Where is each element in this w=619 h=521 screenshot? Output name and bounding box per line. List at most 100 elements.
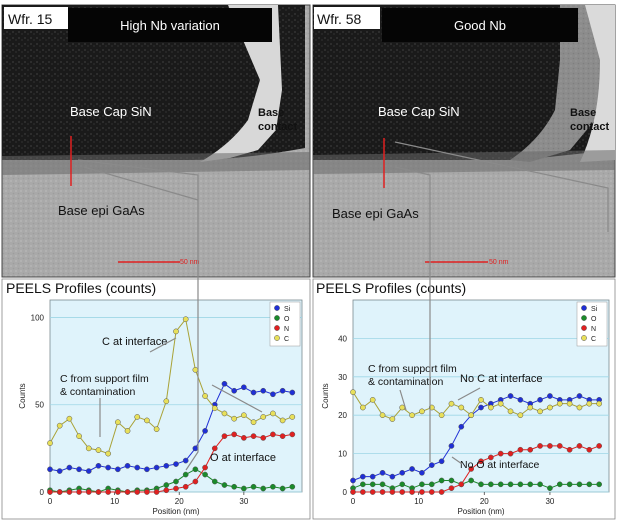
data-point-Si xyxy=(438,458,445,465)
data-point-O xyxy=(517,481,524,488)
data-point-N xyxy=(270,431,276,438)
data-point-C xyxy=(497,400,504,407)
data-point-N xyxy=(379,489,386,495)
data-point-C xyxy=(134,414,141,420)
data-point-N xyxy=(289,431,296,438)
legend-marker-O xyxy=(581,315,587,321)
right-title: Good Nb xyxy=(454,18,506,33)
data-point-N xyxy=(409,489,415,495)
data-point-O xyxy=(359,481,366,488)
data-point-N xyxy=(76,489,82,495)
data-point-Si xyxy=(419,469,425,476)
data-point-C xyxy=(419,408,425,415)
data-point-N xyxy=(478,458,484,465)
data-point-Si xyxy=(260,387,267,394)
right-callout-support-1: C from support film xyxy=(368,363,457,375)
right-callout-no-o: No O at interface xyxy=(460,459,540,471)
data-point-Si xyxy=(173,461,179,467)
left-plot-title: PEELS Profiles (counts) xyxy=(6,280,156,296)
left-base-cap-label: Base Cap SiN xyxy=(70,104,152,119)
data-point-C xyxy=(389,416,396,422)
data-point-O xyxy=(369,481,376,488)
data-point-C xyxy=(76,433,82,439)
data-point-O xyxy=(182,471,189,478)
data-point-Si xyxy=(517,396,524,403)
data-point-C xyxy=(95,447,102,453)
left-callout-o-interface: O at interface xyxy=(210,452,276,464)
data-point-O xyxy=(240,485,247,492)
data-point-Si xyxy=(576,393,583,399)
data-point-C xyxy=(487,404,494,411)
data-point-Si xyxy=(250,389,257,396)
x-tick-label: 0 xyxy=(48,497,53,506)
y-tick-label: 30 xyxy=(338,373,347,382)
data-point-Si xyxy=(350,477,356,484)
data-point-C xyxy=(596,400,603,407)
right-wafer-box xyxy=(314,7,380,29)
data-point-O xyxy=(497,481,504,488)
data-point-C xyxy=(289,414,296,420)
data-point-O xyxy=(448,477,455,484)
data-point-N xyxy=(576,443,583,449)
y-axis-label: Counts xyxy=(18,383,27,408)
data-point-N xyxy=(221,433,228,439)
data-point-N xyxy=(428,489,435,495)
data-point-Si xyxy=(76,466,82,473)
data-point-C xyxy=(173,328,179,335)
data-point-C xyxy=(105,450,112,457)
x-tick-label: 30 xyxy=(545,497,554,506)
data-point-Si xyxy=(182,457,189,464)
data-point-C xyxy=(124,428,131,434)
data-point-C xyxy=(144,417,150,424)
data-point-C xyxy=(359,404,366,411)
data-point-N xyxy=(66,489,73,495)
data-point-Si xyxy=(279,387,286,394)
data-point-O xyxy=(419,481,425,488)
data-point-N xyxy=(124,489,131,495)
data-point-N xyxy=(211,445,218,452)
data-point-N xyxy=(468,466,475,472)
data-point-Si xyxy=(389,473,396,480)
data-point-N xyxy=(359,489,366,495)
data-point-O xyxy=(576,481,583,488)
left-wafer-label: Wfr. 15 xyxy=(8,11,53,27)
right-callout-support-2: & contamination xyxy=(368,376,443,388)
data-point-O xyxy=(260,485,267,492)
y-axis-label: Counts xyxy=(321,383,330,408)
data-point-N xyxy=(438,489,445,495)
data-point-O xyxy=(527,481,534,488)
x-tick-label: 20 xyxy=(480,497,489,506)
data-point-C xyxy=(66,415,73,422)
left-base-contact-label-1: Base xyxy=(258,107,284,119)
left-base-contact-label-2: contact xyxy=(258,121,297,133)
data-point-C xyxy=(527,404,534,411)
data-point-Si xyxy=(270,391,276,398)
data-point-Si xyxy=(359,473,366,480)
data-point-C xyxy=(202,393,208,399)
data-point-Si xyxy=(47,466,53,473)
legend-marker-N xyxy=(274,325,280,331)
data-point-Si xyxy=(163,462,170,469)
data-point-O xyxy=(438,477,445,484)
data-point-Si xyxy=(547,393,553,399)
data-point-N xyxy=(173,485,179,492)
data-point-C xyxy=(85,445,92,452)
data-point-O xyxy=(192,466,199,473)
data-point-C xyxy=(211,405,218,412)
x-axis-label: Position (nm) xyxy=(152,507,199,516)
data-point-C xyxy=(221,410,228,417)
right-callout-no-c: No C at interface xyxy=(460,373,543,385)
data-point-C xyxy=(399,404,406,411)
data-point-O xyxy=(478,481,484,488)
data-point-N xyxy=(497,450,504,457)
data-point-C xyxy=(448,400,455,407)
x-tick-label: 0 xyxy=(351,497,356,506)
data-point-O xyxy=(173,478,179,485)
data-point-Si xyxy=(153,464,160,471)
left-callout-c-interface: C at interface xyxy=(102,336,167,348)
data-point-N xyxy=(556,443,563,449)
data-point-C xyxy=(114,419,121,426)
right-base-epi-label: Base epi GaAs xyxy=(332,206,419,221)
data-point-N xyxy=(153,489,160,495)
